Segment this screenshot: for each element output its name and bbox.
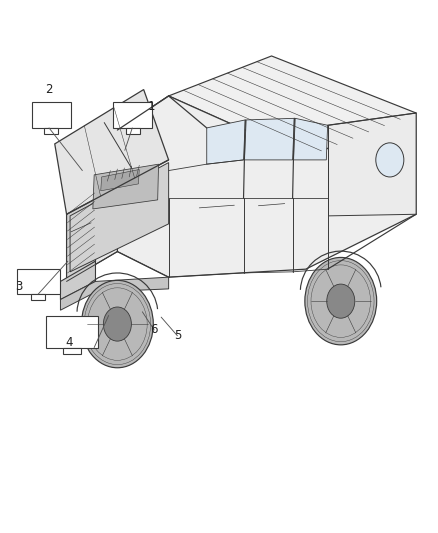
Polygon shape bbox=[60, 277, 169, 310]
Bar bbox=[31, 294, 45, 300]
Polygon shape bbox=[207, 120, 245, 164]
Text: 4: 4 bbox=[65, 336, 73, 349]
Polygon shape bbox=[328, 113, 416, 216]
Polygon shape bbox=[70, 163, 169, 272]
Polygon shape bbox=[67, 193, 95, 281]
Text: 6: 6 bbox=[150, 324, 158, 336]
Polygon shape bbox=[293, 118, 328, 160]
Text: 5: 5 bbox=[174, 329, 181, 342]
Text: 2: 2 bbox=[45, 83, 53, 96]
Bar bbox=[46, 316, 98, 348]
Polygon shape bbox=[244, 118, 294, 160]
Polygon shape bbox=[60, 261, 95, 300]
Circle shape bbox=[376, 143, 404, 177]
Text: 1: 1 bbox=[147, 100, 155, 113]
Bar bbox=[32, 102, 71, 128]
Polygon shape bbox=[117, 96, 207, 161]
Polygon shape bbox=[169, 56, 416, 157]
Polygon shape bbox=[101, 169, 139, 191]
Polygon shape bbox=[55, 90, 169, 214]
Polygon shape bbox=[67, 181, 117, 281]
Circle shape bbox=[103, 307, 131, 341]
Circle shape bbox=[327, 284, 355, 318]
Bar bbox=[113, 102, 152, 128]
Bar bbox=[63, 348, 81, 354]
Bar bbox=[44, 128, 58, 134]
Bar bbox=[126, 128, 140, 134]
Polygon shape bbox=[117, 96, 416, 277]
Polygon shape bbox=[93, 164, 159, 209]
Text: 3: 3 bbox=[15, 280, 22, 293]
Circle shape bbox=[305, 257, 377, 345]
Circle shape bbox=[81, 280, 153, 368]
Bar bbox=[17, 269, 60, 294]
